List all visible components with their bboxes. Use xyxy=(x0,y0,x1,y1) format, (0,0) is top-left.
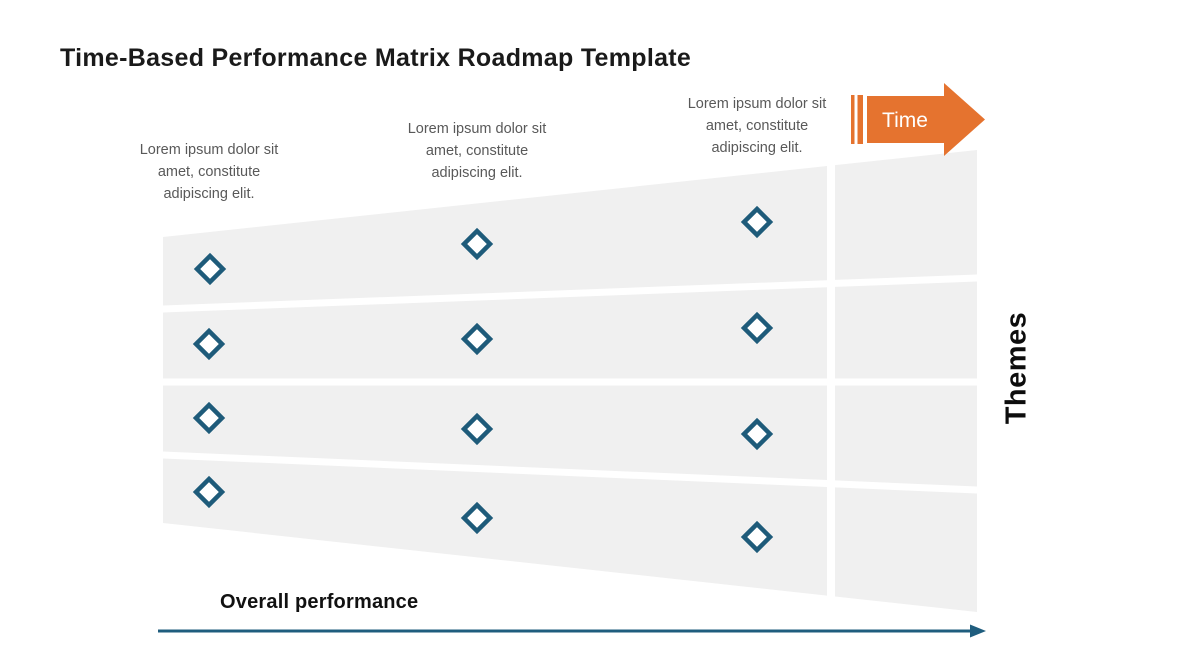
time-arrow-speed-bar-1 xyxy=(851,95,855,144)
matrix-cell-row2-right xyxy=(835,281,977,379)
time-arrow-shape xyxy=(867,83,985,156)
performance-axis-arrowhead xyxy=(970,624,986,638)
diamond-marker-r2-c1 xyxy=(192,327,226,361)
matrix-cell-row1-left xyxy=(163,166,827,306)
annotation-column-3: Lorem ipsum dolor sit amet, constitute a… xyxy=(687,96,827,156)
time-arrow-label: Time xyxy=(882,109,928,132)
matrix-cell-row1-right xyxy=(835,150,977,280)
diamond-marker-r2-c2 xyxy=(460,322,494,356)
diamond-marker-r4-c2 xyxy=(460,501,494,535)
diamond-marker-r2-c3 xyxy=(740,311,774,345)
matrix-cell-row3-left xyxy=(163,385,827,481)
matrix-cell-row4-left xyxy=(163,458,827,596)
matrix-cell-row3-right xyxy=(835,385,977,487)
diamond-marker-r1-c1 xyxy=(193,252,227,286)
diamond-marker-r3-c1 xyxy=(192,401,226,435)
slide-title: Time-Based Performance Matrix Roadmap Te… xyxy=(60,44,692,72)
diamond-marker-r1-c3 xyxy=(740,205,774,239)
performance-axis-arrow xyxy=(158,624,986,638)
diamond-marker-r1-c2 xyxy=(460,227,494,261)
time-arrow: Time xyxy=(851,83,985,156)
performance-axis-label: Overall performance xyxy=(220,591,419,613)
diamond-marker-r4-c3 xyxy=(740,520,774,554)
matrix-cell-row2-left xyxy=(163,287,827,379)
themes-axis-label: Themes xyxy=(1000,311,1033,425)
time-arrow-speed-bar-2 xyxy=(857,95,863,144)
diamond-marker-r3-c2 xyxy=(460,412,494,446)
annotation-column-1: Lorem ipsum dolor sit amet, constitute a… xyxy=(139,142,279,202)
diamond-marker-r3-c3 xyxy=(740,417,774,451)
diamond-marker-r4-c1 xyxy=(192,475,226,509)
annotation-column-2: Lorem ipsum dolor sit amet, constitute a… xyxy=(407,121,547,181)
matrix-cell-row4-right xyxy=(835,487,977,612)
